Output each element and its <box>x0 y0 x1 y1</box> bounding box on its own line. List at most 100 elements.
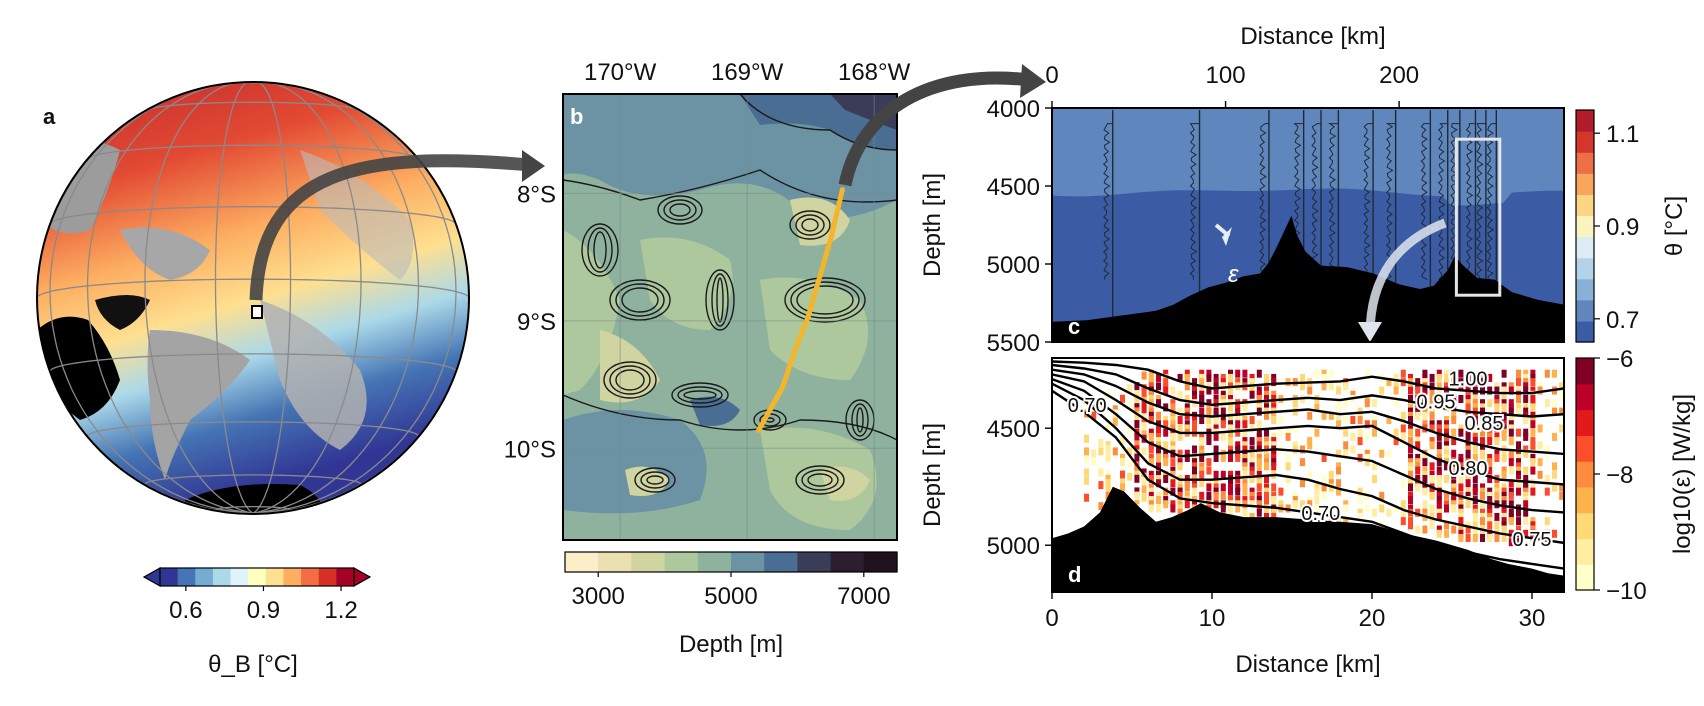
epsilon-cell <box>1249 424 1255 433</box>
epsilon-cell <box>1422 525 1428 534</box>
epsilon-cell <box>1444 424 1449 433</box>
epsilon-cell <box>1408 386 1413 395</box>
epsilon-cell <box>1285 462 1291 471</box>
epsilon-cell <box>1429 394 1435 403</box>
epsilon-cell <box>1400 432 1406 441</box>
epsilon-cell <box>1444 500 1449 509</box>
epsilon-cell <box>1487 487 1493 496</box>
epsilon-cell <box>1170 475 1176 483</box>
epsilon-profile-trace <box>1311 123 1322 280</box>
epsilon-cell <box>1357 416 1363 425</box>
epsilon-cell <box>1242 462 1248 471</box>
contour-ring <box>790 281 860 319</box>
epsilon-cell <box>1271 399 1277 408</box>
epsilon-cell <box>1220 470 1226 479</box>
globe-outline <box>36 81 470 515</box>
epsilon-cell <box>1364 394 1370 403</box>
graticule-meridian <box>252 82 292 514</box>
epsilon-cell <box>1134 470 1140 479</box>
epsilon-cell <box>1523 378 1529 387</box>
colorbar-swatch <box>248 568 267 586</box>
epsilon-cell <box>1523 491 1529 500</box>
epsilon-cell <box>1336 462 1341 471</box>
epsilon-cell <box>1192 445 1197 454</box>
contour-ring <box>851 403 869 437</box>
epsilon-cell <box>1415 382 1421 391</box>
epsilon-cell <box>1472 483 1478 492</box>
epsilon-cell <box>1408 416 1413 425</box>
graticule-meridian <box>49 87 254 514</box>
epsilon-cell <box>1199 390 1205 399</box>
epsilon-cell <box>1177 407 1183 416</box>
epsilon-cell <box>1364 449 1370 458</box>
epsilon-cell <box>1170 441 1176 450</box>
epsilon-cell <box>1148 491 1154 500</box>
colorbar-swatch <box>1576 152 1594 174</box>
epsilon-cell <box>1559 483 1564 492</box>
epsilon-cell <box>1436 432 1442 441</box>
contour-ring <box>646 475 664 485</box>
epsilon-cell <box>1501 403 1507 412</box>
epsilon-cell <box>1170 458 1176 467</box>
epsilon-cell <box>1206 479 1212 488</box>
epsilon-cell <box>1292 424 1298 433</box>
epsilon-cell <box>1091 449 1097 458</box>
epsilon-cell <box>1544 399 1550 408</box>
colorbar-swatch <box>1576 383 1594 411</box>
colorbar-swatch <box>1576 278 1594 301</box>
contour-ring <box>593 231 607 269</box>
epsilon-cell <box>1264 399 1269 408</box>
y-tick-label: 5000 <box>987 252 1040 279</box>
epsilon-cell <box>1472 462 1478 471</box>
epsilon-cell <box>1516 441 1521 450</box>
contour-ring <box>705 269 735 331</box>
epsilon-profile-trace <box>1189 123 1200 280</box>
epsilon-cell <box>1321 491 1327 500</box>
epsilon-cell <box>1516 394 1521 403</box>
epsilon-cell <box>1084 476 1089 485</box>
epsilon-cell <box>1206 483 1212 492</box>
epsilon-profile-trace <box>1465 123 1476 280</box>
epsilon-cell <box>1516 407 1521 416</box>
epsilon-cell <box>1235 420 1241 429</box>
epsilon-cell <box>1508 382 1514 391</box>
epsilon-cell <box>1552 462 1557 471</box>
epsilon-cell <box>1242 369 1248 378</box>
epsilon-cell <box>1501 521 1507 530</box>
epsilon-cell <box>1156 411 1161 420</box>
epsilon-cell <box>1256 458 1262 467</box>
epsilon-cell <box>1343 428 1349 437</box>
epsilon-cell <box>1494 483 1500 492</box>
epsilon-cell <box>1516 449 1521 458</box>
epsilon-cell <box>1156 432 1161 441</box>
epsilon-cell <box>1480 453 1485 462</box>
epsilon-cell <box>1415 407 1421 416</box>
epsilon-cell <box>1508 466 1514 475</box>
contour-label: 0.75 <box>1513 529 1552 551</box>
epsilon-cell <box>1480 416 1485 425</box>
epsilon-cell <box>1271 411 1277 420</box>
epsilon-cell <box>1480 386 1485 395</box>
epsilon-cell <box>1501 496 1507 505</box>
epsilon-cell <box>1487 458 1493 467</box>
epsilon-cell <box>1156 437 1161 446</box>
epsilon-cell <box>1408 496 1413 505</box>
epsilon-cell <box>1105 470 1111 479</box>
epsilon-cell <box>1494 521 1500 530</box>
epsilon-cell <box>1199 407 1205 416</box>
epsilon-cell <box>1494 533 1500 542</box>
contour-ring <box>615 369 645 391</box>
epsilon-cell <box>1415 466 1421 475</box>
epsilon-cell <box>1458 470 1464 479</box>
epsilon-cell <box>1523 475 1529 483</box>
epsilon-cell <box>1458 483 1464 492</box>
epsilon-cell <box>1336 403 1341 412</box>
epsilon-label: ε <box>1228 261 1239 288</box>
epsilon-cell <box>1112 417 1118 426</box>
epsilon-cell <box>1314 369 1320 378</box>
epsilon-cell <box>1148 428 1154 437</box>
epsilon-cell <box>1177 424 1183 433</box>
epsilon-cell <box>1444 373 1449 382</box>
epsilon-cell <box>1494 382 1500 391</box>
epsilon-cell <box>1170 432 1176 441</box>
